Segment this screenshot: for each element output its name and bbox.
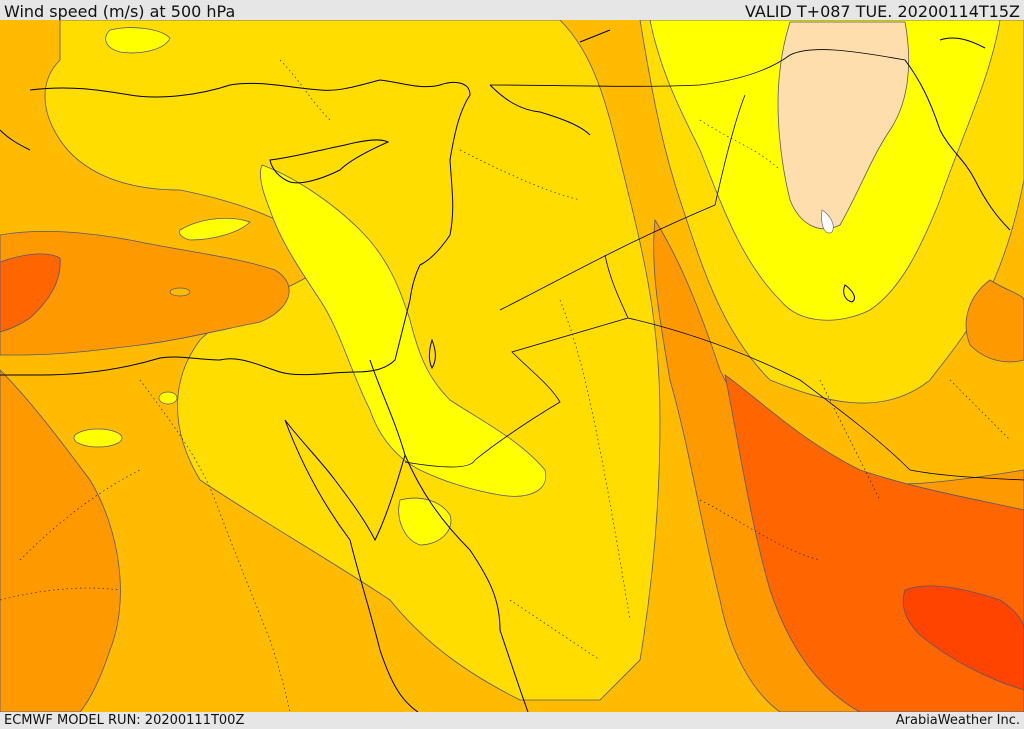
valid-time-label: VALID T+087 TUE. 20200114T15Z <box>744 2 1020 21</box>
wind-band-yellow-nw <box>105 27 171 54</box>
map-title: Wind speed (m/s) at 500 hPa <box>4 2 236 21</box>
coastlines <box>0 29 1011 712</box>
wind-band-patch-3 <box>169 287 191 297</box>
wind-band-deep-west <box>0 253 61 333</box>
wind-band-orange-east <box>965 279 1024 363</box>
borders <box>404 49 1024 481</box>
header-bar: Wind speed (m/s) at 500 hPa VALID T+087 … <box>0 0 1024 21</box>
wind-band-yellow-levant <box>260 164 547 497</box>
wind-band-yellow-cyprus <box>179 217 251 241</box>
wind-band-tan <box>777 21 910 230</box>
credit-label: ArabiaWeather Inc. <box>895 713 1020 728</box>
footer-bar: ECMWF MODEL RUN: 20200111T00Z ArabiaWeat… <box>0 712 1024 729</box>
wind-band-white-spot <box>821 209 834 234</box>
admin-boundaries <box>0 59 1011 712</box>
model-run-label: ECMWF MODEL RUN: 20200111T00Z <box>4 713 245 728</box>
wind-band-patch-2 <box>158 391 178 405</box>
wind-band-patch-1 <box>73 428 123 448</box>
wind-band-orange-sw <box>0 369 121 712</box>
wind-speed-map <box>0 20 1024 712</box>
wind-band-red-se <box>902 585 1024 691</box>
wind-band-orange-west <box>0 231 290 356</box>
